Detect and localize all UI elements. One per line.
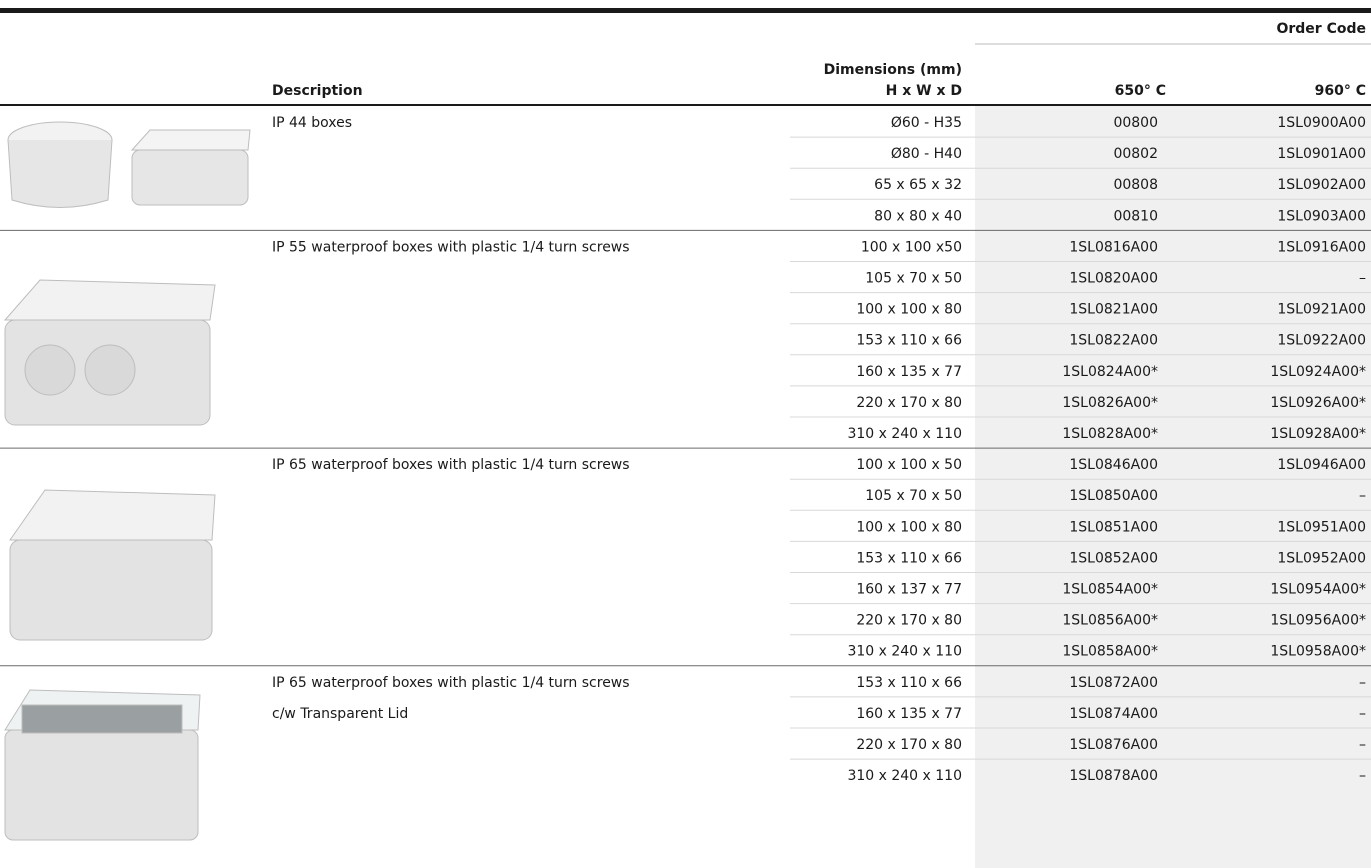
dimensions: 310 x 240 x 110 <box>847 768 962 784</box>
dimensions: 100 x 100 x50 <box>861 239 962 255</box>
order-code-960: 1SL0924A00* <box>1270 364 1366 380</box>
dimensions: 153 x 110 x 66 <box>856 333 962 349</box>
order-code-960: 1SL0946A00 <box>1277 457 1366 473</box>
dimensions: 100 x 100 x 80 <box>856 302 962 318</box>
order-code-650: 1SL0826A00* <box>1062 395 1158 411</box>
dimensions: 310 x 240 x 110 <box>847 644 962 660</box>
order-code-960: – <box>1359 271 1366 287</box>
order-code-960: 1SL0954A00* <box>1270 582 1366 598</box>
order-code-960: – <box>1359 737 1366 753</box>
order-code-960: 1SL0951A00 <box>1277 519 1366 535</box>
dimensions: 310 x 240 x 110 <box>847 426 962 442</box>
product-image <box>3 279 216 426</box>
order-code-band <box>975 106 1371 868</box>
order-code-650: 1SL0816A00 <box>1069 239 1158 255</box>
dimensions: Ø60 - H35 <box>891 115 962 131</box>
group-description: IP 65 waterproof boxes with plastic 1/4 … <box>272 675 630 691</box>
dimensions: 80 x 80 x 40 <box>874 208 962 224</box>
dimensions-heading: Dimensions (mm) <box>824 62 962 78</box>
dimensions: 105 x 70 x 50 <box>865 271 962 287</box>
group-description: c/w Transparent Lid <box>272 706 408 722</box>
order-code-960: 1SL0922A00 <box>1277 333 1366 349</box>
order-code-650: 1SL0828A00* <box>1062 426 1158 442</box>
top-rule <box>0 8 1371 13</box>
order-code-650: 1SL0854A00* <box>1062 582 1158 598</box>
dimensions: Ø80 - H40 <box>891 146 962 162</box>
dimensions: 65 x 65 x 32 <box>874 177 962 193</box>
order-code-960: 1SL0916A00 <box>1277 239 1366 255</box>
order-code-650: 1SL0850A00 <box>1069 488 1158 504</box>
order-code-960: 1SL0952A00 <box>1277 550 1366 566</box>
order-code-650: 00808 <box>1113 177 1158 193</box>
order-code-650: 1SL0820A00 <box>1069 271 1158 287</box>
order-code-960: – <box>1359 706 1366 722</box>
dimensions: 105 x 70 x 50 <box>865 488 962 504</box>
dimensions: 220 x 170 x 80 <box>856 737 962 753</box>
order-code-650: 1SL0856A00* <box>1062 613 1158 629</box>
order-code-960: 1SL0958A00* <box>1270 644 1366 660</box>
group-description: IP 65 waterproof boxes with plastic 1/4 … <box>272 457 630 473</box>
order-code-960: 1SL0901A00 <box>1277 146 1366 162</box>
dimensions: 100 x 100 x 50 <box>856 457 962 473</box>
description-heading: Description <box>272 83 363 99</box>
order-code-650: 1SL0821A00 <box>1069 302 1158 318</box>
order-code-650: 1SL0858A00* <box>1062 644 1158 660</box>
product-image <box>4 689 201 841</box>
dimensions: 153 x 110 x 66 <box>856 550 962 566</box>
dimensions: 160 x 135 x 77 <box>856 706 962 722</box>
order-code-650: 1SL0874A00 <box>1069 706 1158 722</box>
order-code-650: 1SL0872A00 <box>1069 675 1158 691</box>
order-code-650: 00810 <box>1113 208 1158 224</box>
order-code-960: 1SL0900A00 <box>1277 115 1366 131</box>
dimensions: 220 x 170 x 80 <box>856 395 962 411</box>
order-code-650: 1SL0851A00 <box>1069 519 1158 535</box>
order-code-650: 1SL0846A00 <box>1069 457 1158 473</box>
col-960-heading: 960° C <box>1315 83 1366 99</box>
order-code-960: 1SL0956A00* <box>1270 613 1366 629</box>
group-description: IP 44 boxes <box>272 115 352 131</box>
order-code-960: 1SL0903A00 <box>1277 208 1366 224</box>
order-code-960: 1SL0902A00 <box>1277 177 1366 193</box>
order-code-960: – <box>1359 488 1366 504</box>
order-code-960: 1SL0921A00 <box>1277 302 1366 318</box>
order-code-650: 1SL0878A00 <box>1069 768 1158 784</box>
dimensions: 153 x 110 x 66 <box>856 675 962 691</box>
dimensions: 100 x 100 x 80 <box>856 519 962 535</box>
order-code-960: 1SL0928A00* <box>1270 426 1366 442</box>
order-code-650: 1SL0852A00 <box>1069 550 1158 566</box>
order-code-heading: Order Code <box>1276 21 1366 37</box>
product-image <box>9 489 216 641</box>
order-code-650: 00802 <box>1113 146 1158 162</box>
product-image <box>7 121 251 208</box>
dimensions: 220 x 170 x 80 <box>856 613 962 629</box>
dimensions: 160 x 135 x 77 <box>856 364 962 380</box>
order-code-650: 00800 <box>1113 115 1158 131</box>
order-code-650: 1SL0876A00 <box>1069 737 1158 753</box>
order-code-650: 1SL0822A00 <box>1069 333 1158 349</box>
order-code-650: 1SL0824A00* <box>1062 364 1158 380</box>
dimensions: 160 x 137 x 77 <box>856 582 962 598</box>
col-650-heading: 650° C <box>1115 83 1166 99</box>
group-description: IP 55 waterproof boxes with plastic 1/4 … <box>272 239 630 255</box>
order-code-960: – <box>1359 675 1366 691</box>
order-code-960: 1SL0926A00* <box>1270 395 1366 411</box>
hwd-heading: H x W x D <box>886 83 962 99</box>
order-code-960: – <box>1359 768 1366 784</box>
